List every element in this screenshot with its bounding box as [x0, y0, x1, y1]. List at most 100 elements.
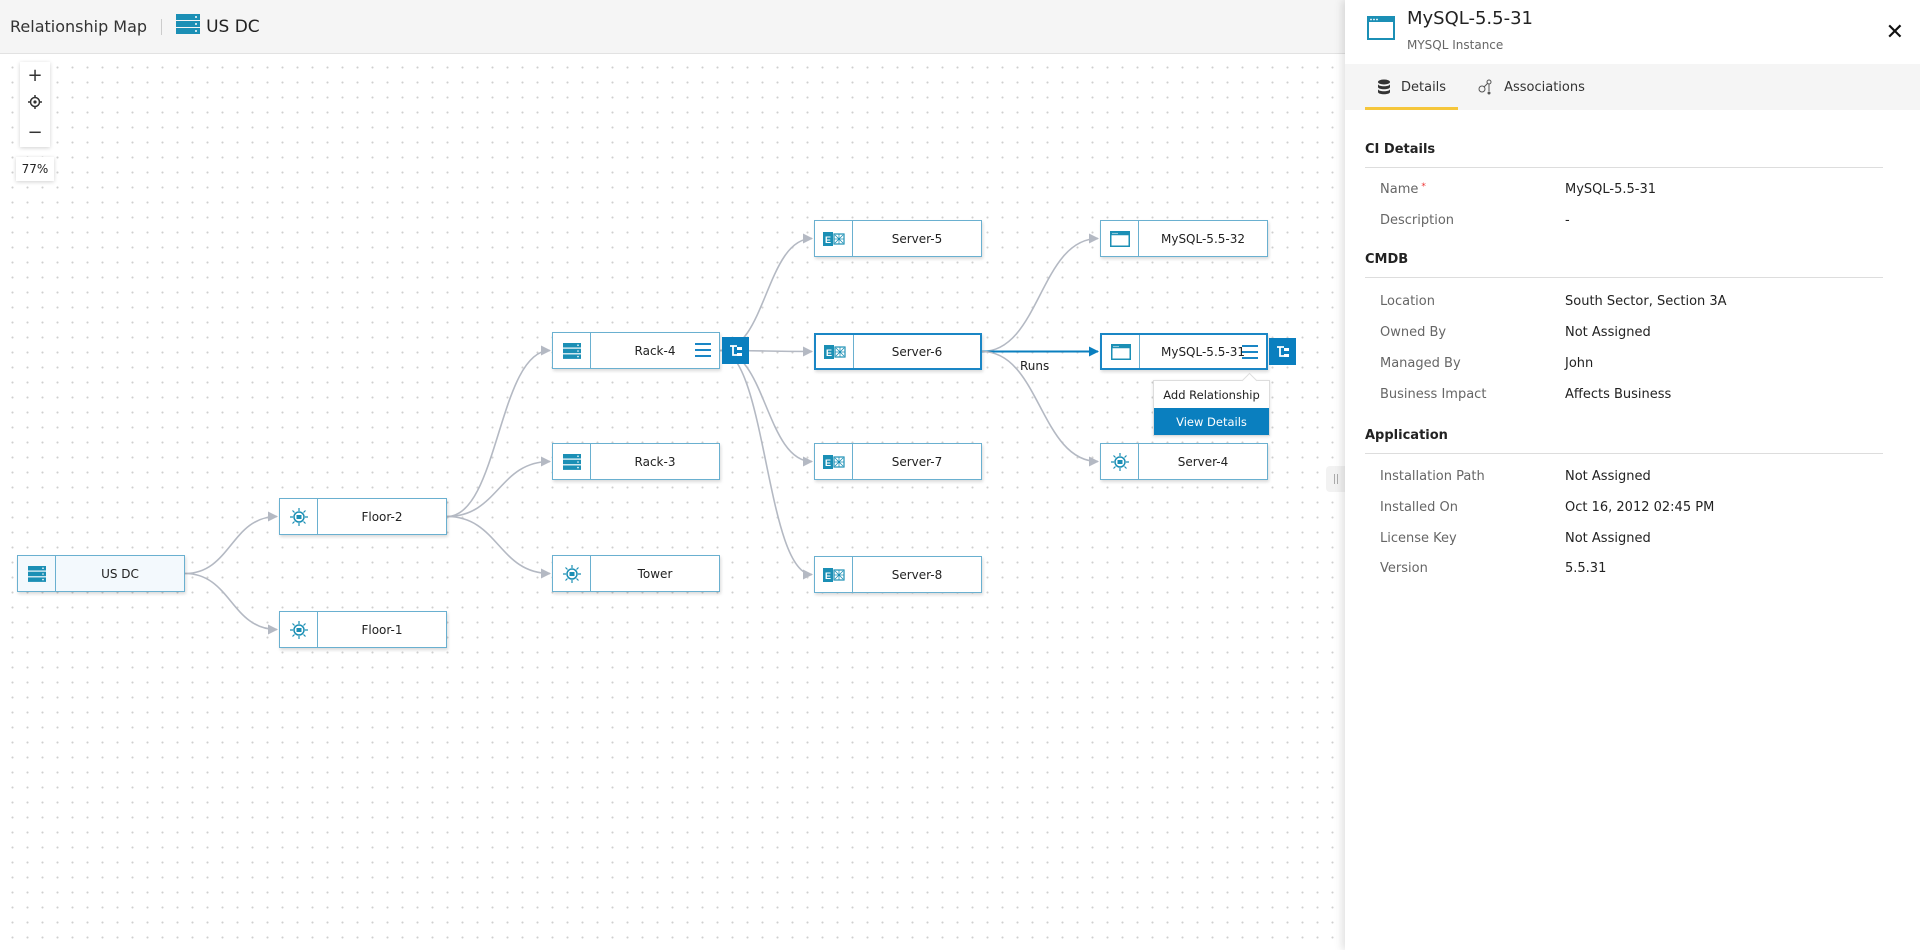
breadcrumb-label: US DC — [206, 16, 260, 37]
node-rack-4[interactable]: Rack-4 — [552, 332, 720, 369]
field-label: Installed On — [1380, 500, 1458, 515]
close-icon[interactable]: ✕ — [1885, 20, 1904, 45]
node-tower[interactable]: Tower — [552, 555, 720, 592]
tab-details[interactable]: Details — [1365, 64, 1459, 110]
section-application: Application — [1365, 428, 1883, 454]
exchange-server-icon: E — [815, 221, 853, 256]
field-label: Business Impact — [1380, 387, 1487, 402]
add-relationship-item[interactable]: Add Relationship — [1163, 387, 1260, 402]
rack-icon — [553, 444, 591, 479]
crosshair-icon — [28, 95, 42, 110]
field-label: Name — [1380, 182, 1419, 197]
field-owned-by: Owned By Not Assigned — [1380, 325, 1880, 340]
field-description: Description - — [1380, 213, 1880, 228]
node-floor-2[interactable]: Floor-2 — [279, 498, 447, 535]
section-title: CI Details — [1365, 142, 1436, 157]
field-label: Managed By — [1380, 356, 1461, 371]
edge-label: Runs — [1020, 359, 1050, 373]
hamburger-menu-icon[interactable] — [695, 343, 711, 357]
field-value: 5.5.31 — [1565, 561, 1607, 576]
top-bar: Relationship Map US DC — [0, 0, 1345, 54]
panel-subtitle: MYSQL Instance — [1407, 38, 1504, 52]
field-value: John — [1565, 356, 1594, 371]
field-label: Description — [1380, 213, 1455, 228]
section-title: CMDB — [1365, 252, 1409, 267]
field-value: MySQL-5.5-31 — [1565, 182, 1657, 197]
field-value: South Sector, Section 3A — [1565, 294, 1727, 309]
expand-button-mysql-5-5-31[interactable] — [1269, 338, 1296, 365]
node-context-menu: Add Relationship View Details — [1153, 380, 1270, 436]
field-label: Installation Path — [1380, 469, 1485, 484]
tab-label: Details — [1401, 79, 1447, 95]
panel-header: MySQL-5.5-31 MYSQL Instance ✕ — [1345, 0, 1920, 64]
tab-associations[interactable]: Associations — [1466, 64, 1597, 110]
hamburger-menu-icon[interactable] — [1242, 345, 1258, 359]
divider — [161, 18, 163, 35]
node-floor-1[interactable]: Floor-1 — [279, 611, 447, 648]
field-business-impact: Business Impact Affects Business — [1380, 387, 1880, 402]
node-label: MySQL-5.5-32 — [1160, 231, 1245, 246]
node-server-7[interactable]: E Server-7 — [814, 443, 982, 480]
node-server-8[interactable]: E Server-8 — [814, 556, 982, 593]
rack-icon — [18, 556, 56, 591]
zoom-level: 77% — [16, 157, 54, 181]
node-mysql-5-5-32[interactable]: MySQL-5.5-32 — [1100, 220, 1268, 257]
field-version: Version 5.5.31 — [1380, 561, 1880, 576]
section-title: Application — [1365, 428, 1448, 443]
field-name: Name * MySQL-5.5-31 — [1380, 182, 1880, 197]
zoom-in-button[interactable]: + — [27, 65, 43, 87]
relationship-canvas[interactable] — [0, 54, 1345, 950]
svg-text:E: E — [825, 348, 831, 358]
field-label: Owned By — [1380, 325, 1447, 340]
field-value: - — [1565, 213, 1570, 228]
node-label: Server-5 — [891, 231, 943, 246]
panel-resize-handle[interactable] — [1326, 466, 1345, 492]
window-icon — [1101, 221, 1139, 256]
breadcrumb[interactable]: US DC — [176, 14, 260, 39]
view-details-item[interactable]: View Details — [1154, 408, 1269, 435]
field-location: Location South Sector, Section 3A — [1380, 294, 1880, 309]
details-panel: MySQL-5.5-31 MYSQL Instance ✕ Details As… — [1345, 0, 1920, 950]
node-label: Tower — [637, 566, 673, 581]
field-value: Oct 16, 2012 02:45 PM — [1565, 500, 1715, 515]
node-server-5[interactable]: E Server-5 — [814, 220, 982, 257]
panel-title: MySQL-5.5-31 — [1407, 8, 1534, 29]
required-marker: * — [1421, 182, 1426, 192]
field-value: Not Assigned — [1565, 325, 1651, 340]
field-managed-by: Managed By John — [1380, 356, 1880, 371]
field-installation-path: Installation Path Not Assigned — [1380, 469, 1880, 484]
node-rack-3[interactable]: Rack-3 — [552, 443, 720, 480]
section-cmdb: CMDB — [1365, 252, 1883, 278]
associations-icon — [1478, 79, 1492, 95]
rack-icon — [176, 14, 201, 39]
exchange-server-icon: E — [816, 335, 854, 368]
node-us-dc[interactable]: US DC — [17, 555, 185, 592]
svg-text:E: E — [824, 571, 830, 581]
hierarchy-icon — [729, 344, 742, 356]
node-label: Rack-4 — [634, 343, 676, 358]
node-label: US DC — [101, 566, 139, 581]
expand-button-rack-4[interactable] — [722, 337, 749, 364]
hierarchy-icon — [1276, 345, 1289, 357]
node-label: Floor-2 — [361, 509, 403, 524]
field-value: Not Assigned — [1565, 469, 1651, 484]
field-value: Not Assigned — [1565, 531, 1651, 546]
window-icon — [1102, 335, 1140, 368]
section-ci-details: CI Details — [1365, 142, 1883, 168]
field-label: Version — [1380, 561, 1428, 576]
exchange-server-icon: E — [815, 444, 853, 479]
recenter-button[interactable] — [28, 95, 42, 113]
node-mysql-5-5-31[interactable]: MySQL-5.5-31 — [1100, 333, 1268, 370]
node-label: Server-7 — [891, 454, 943, 469]
node-label: Server-6 — [891, 344, 943, 359]
node-label: MySQL-5.5-31 — [1160, 344, 1245, 359]
node-server-6[interactable]: E Server-6 — [814, 333, 982, 370]
zoom-controls: + − — [20, 62, 50, 147]
database-icon — [1378, 79, 1390, 95]
node-label: Rack-3 — [634, 454, 676, 469]
tab-label: Associations — [1504, 79, 1585, 95]
field-label: License Key — [1380, 531, 1457, 546]
node-server-4[interactable]: Server-4 — [1100, 443, 1268, 480]
window-icon — [1367, 16, 1395, 44]
zoom-out-button[interactable]: − — [27, 121, 43, 143]
